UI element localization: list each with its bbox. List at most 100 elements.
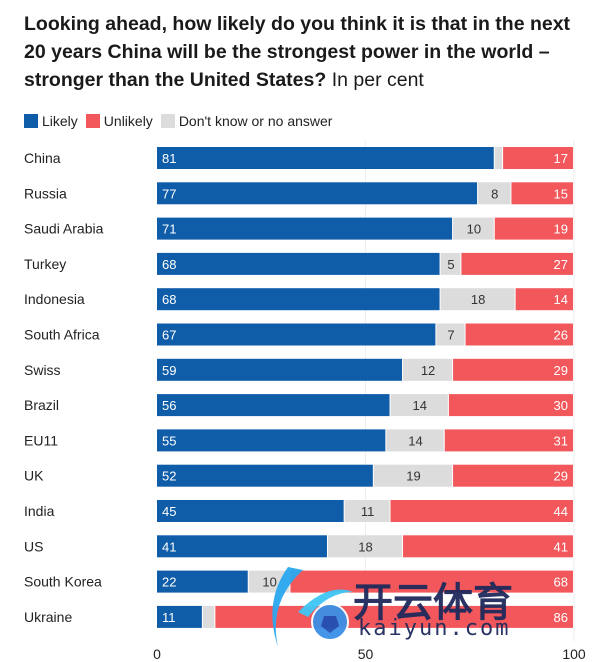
data-label: 7: [447, 328, 454, 343]
legend-item-unlikely: Unlikely: [85, 113, 153, 129]
category-label: EU11: [24, 432, 58, 448]
bar-unlikely: [461, 252, 573, 275]
watermark-cn: 开云体育: [353, 581, 513, 625]
data-label: 11: [162, 610, 176, 625]
category-label: UK: [24, 468, 44, 484]
data-label: 59: [162, 363, 176, 378]
x-tick-label: 100: [562, 646, 586, 662]
bar-don-t-know-or-no-answer: [390, 394, 448, 417]
bar-don-t-know-or-no-answer: [453, 217, 494, 240]
bar-likely: [157, 429, 386, 452]
data-label: 18: [471, 292, 485, 307]
bar-likely: [157, 288, 440, 311]
bar-likely: [157, 147, 494, 169]
bar-don-t-know-or-no-answer: [440, 252, 461, 275]
bar-unlikely: [444, 429, 573, 452]
bar-unlikely: [448, 394, 573, 417]
data-label: 12: [421, 363, 435, 378]
category-label: South Africa: [24, 327, 100, 343]
bar-don-t-know-or-no-answer: [373, 464, 453, 487]
bar-don-t-know-or-no-answer: [344, 500, 390, 522]
category-label: Brazil: [24, 397, 59, 413]
bar-unlikely: [515, 288, 573, 311]
bar-don-t-know-or-no-answer: [386, 429, 444, 452]
kaiyun-logo-icon: [272, 567, 353, 647]
data-label: 41: [162, 539, 176, 554]
bar-don-t-know-or-no-answer: [440, 288, 515, 311]
data-label: 77: [162, 186, 176, 201]
bar-likely: [157, 182, 478, 205]
data-label: 56: [162, 398, 176, 413]
data-label: 31: [554, 433, 568, 448]
data-label: 67: [162, 328, 176, 343]
bar-don-t-know-or-no-answer: [327, 535, 403, 558]
bar-don-t-know-or-no-answer: [202, 605, 215, 628]
bar-likely: [157, 252, 440, 275]
data-label: 55: [162, 433, 176, 448]
data-label: 86: [554, 610, 568, 625]
bar-don-t-know-or-no-answer: [436, 323, 465, 346]
bar-unlikely: [403, 535, 573, 558]
data-label: 26: [554, 328, 568, 343]
bar-unlikely: [511, 182, 573, 205]
data-label: 14: [412, 398, 426, 413]
x-tick-label: 50: [358, 646, 374, 662]
bar-unlikely: [494, 217, 573, 240]
category-label: US: [24, 538, 43, 554]
bar-don-t-know-or-no-answer: [478, 182, 511, 205]
category-label: Saudi Arabia: [24, 221, 104, 237]
data-label: 5: [447, 257, 454, 272]
bar-don-t-know-or-no-answer: [494, 147, 503, 169]
data-label: 8: [491, 186, 498, 201]
legend-swatch: [85, 114, 100, 128]
bar-likely: [157, 605, 202, 628]
bar-likely: [157, 217, 453, 240]
watermark-en: kaiyun.com: [358, 616, 511, 641]
data-label: 17: [554, 151, 568, 166]
data-label: 29: [554, 363, 568, 378]
legend-label: Likely: [42, 113, 78, 129]
legend: Likely Unlikely Don't know or no answer: [24, 113, 332, 129]
bar-likely: [157, 394, 390, 417]
data-label: 30: [554, 398, 568, 413]
data-label: 68: [554, 575, 568, 590]
data-label: 44: [554, 504, 568, 519]
bar-likely: [157, 358, 403, 381]
legend-item-dont-know: Don't know or no answer: [160, 113, 332, 129]
bar-unlikely: [390, 500, 573, 522]
data-label: 10: [262, 575, 276, 590]
legend-swatch: [160, 114, 175, 128]
bar-unlikely: [290, 570, 573, 593]
data-label: 22: [162, 575, 176, 590]
data-label: 71: [162, 222, 176, 237]
data-label: 14: [554, 292, 568, 307]
data-label: 15: [554, 186, 568, 201]
data-label: 45: [162, 504, 176, 519]
bar-unlikely: [503, 147, 573, 169]
category-label: Indonesia: [24, 291, 85, 307]
data-label: 14: [408, 433, 422, 448]
bar-likely: [157, 500, 344, 522]
data-label: 68: [162, 292, 176, 307]
data-label: 18: [358, 539, 372, 554]
category-label: South Korea: [24, 574, 102, 590]
category-label: India: [24, 503, 55, 519]
bar-unlikely: [465, 323, 573, 346]
data-label: 68: [162, 257, 176, 272]
data-label: 10: [467, 222, 481, 237]
data-label: 19: [406, 469, 420, 484]
subtitle-text: In per cent: [331, 69, 424, 91]
category-label: China: [24, 150, 61, 166]
bar-likely: [157, 570, 248, 593]
data-label: 27: [554, 257, 568, 272]
bar-likely: [157, 323, 436, 346]
bar-likely: [157, 464, 373, 487]
bar-unlikely: [453, 464, 573, 487]
bar-unlikely: [453, 358, 573, 381]
chart-title: Looking ahead, how likely do you think i…: [24, 10, 584, 94]
data-label: 11: [361, 504, 375, 519]
title-text: Looking ahead, how likely do you think i…: [24, 13, 571, 91]
bar-likely: [157, 535, 327, 558]
